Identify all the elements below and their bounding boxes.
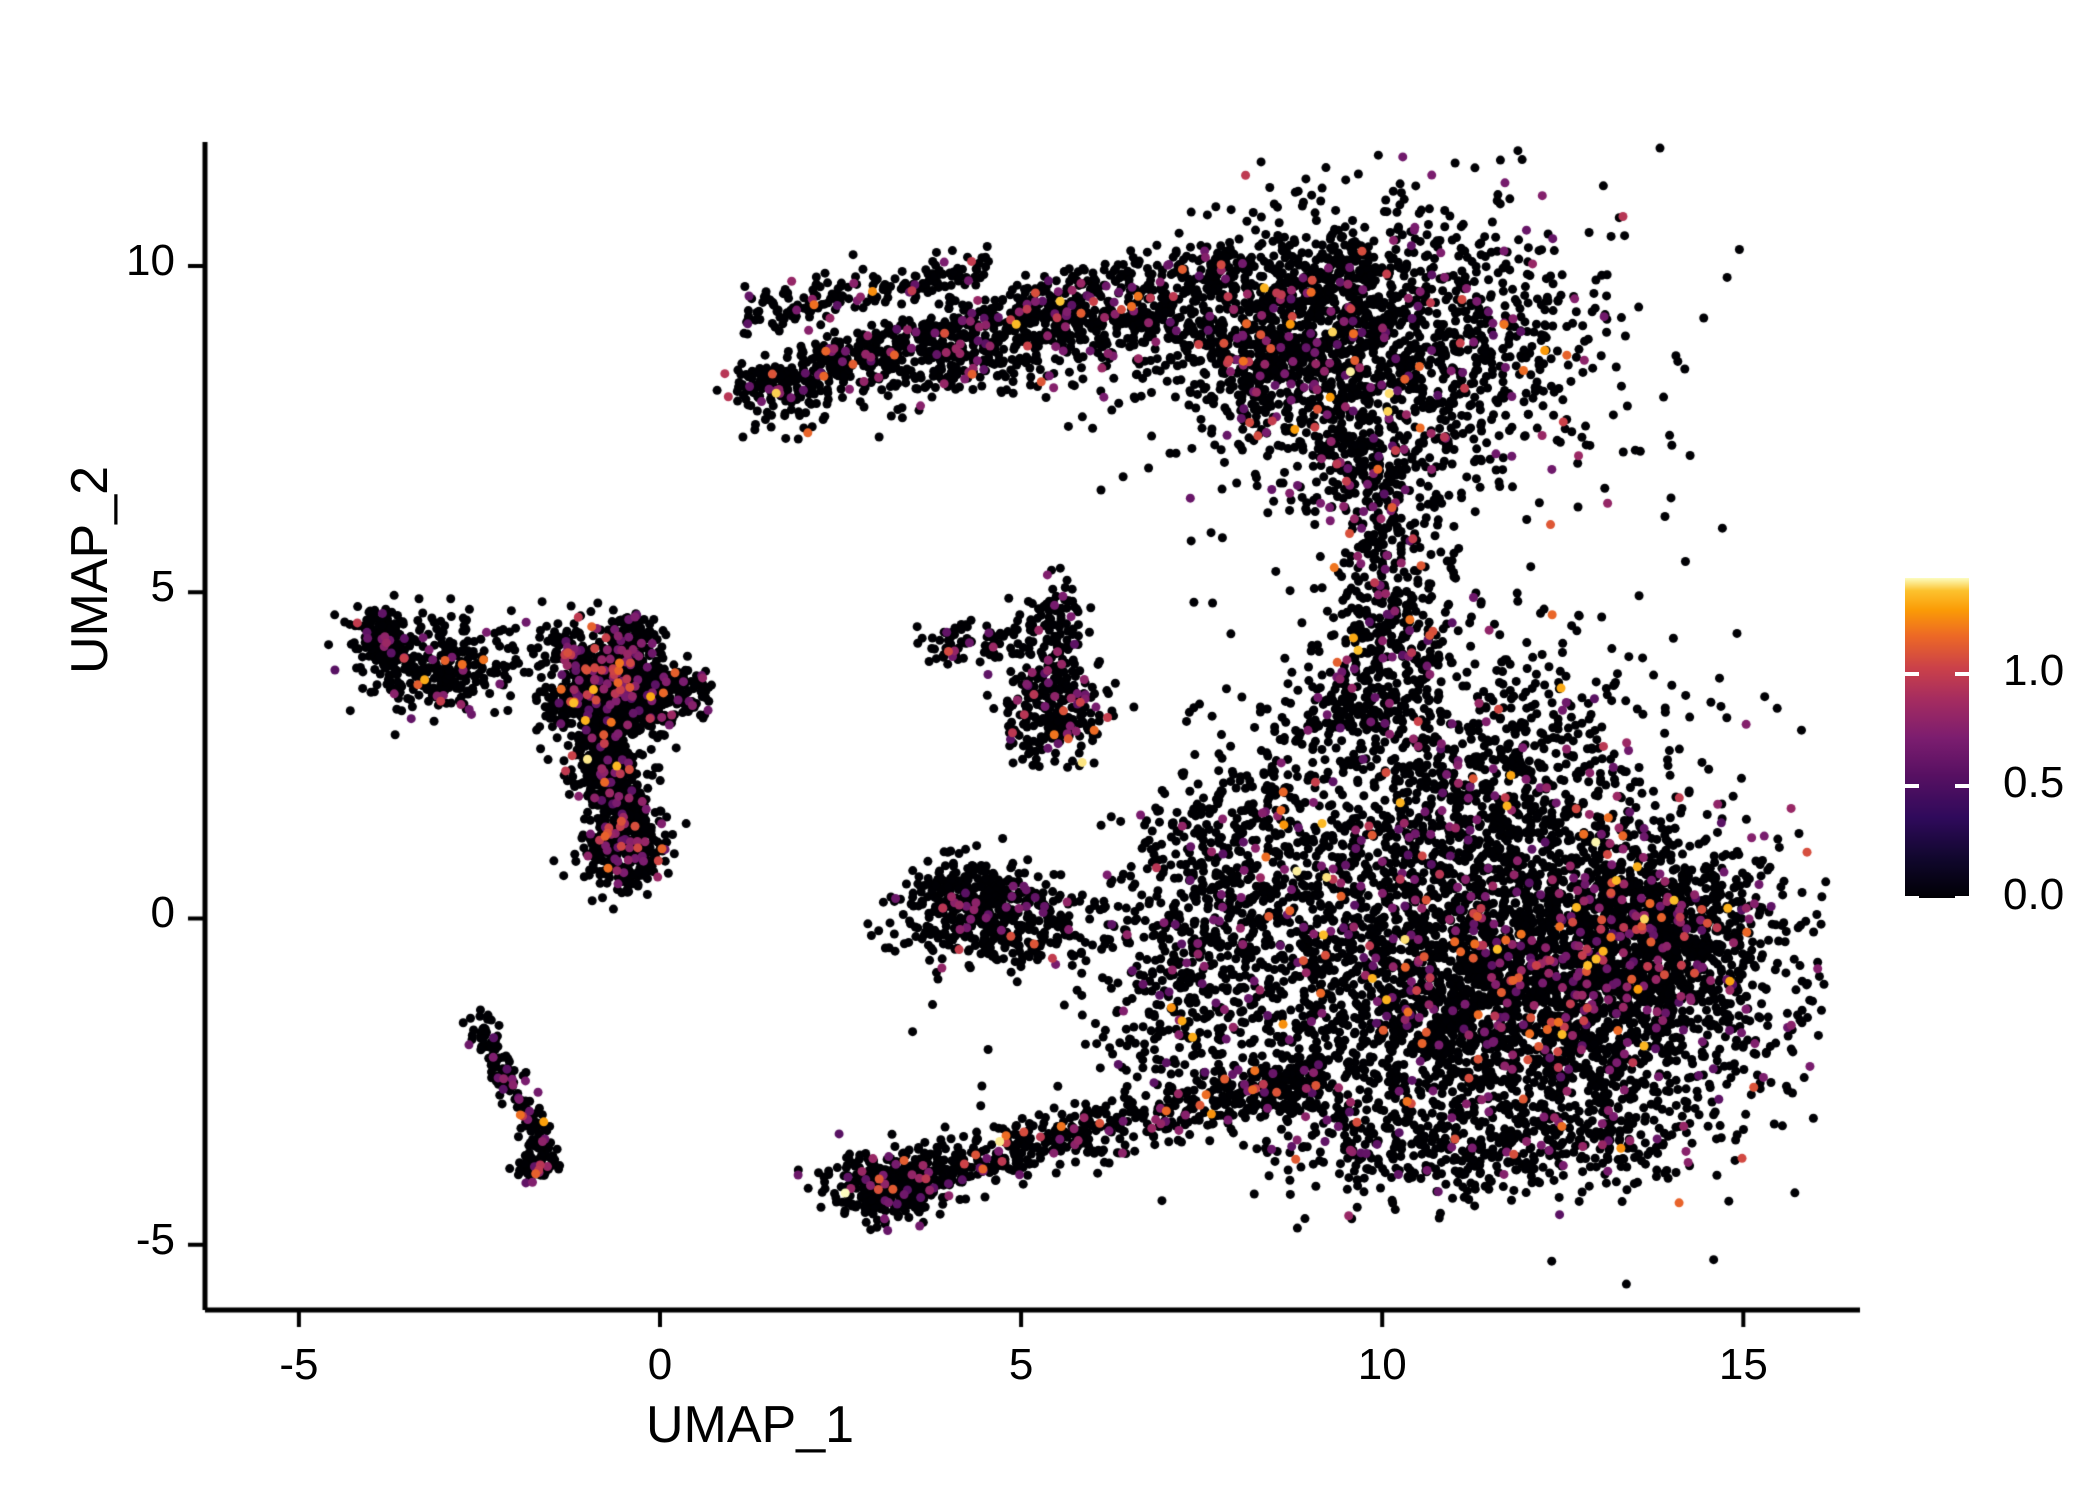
colorbar-tick-label: 0.0 xyxy=(2003,870,2065,919)
colorbar-tick-05 xyxy=(1905,784,1919,789)
y-tick-label: 0 xyxy=(150,888,175,938)
x-axis-title: UMAP_1 xyxy=(645,1396,855,1454)
x-tick-label: 0 xyxy=(647,1340,673,1389)
y-tick-label: 10 xyxy=(126,235,175,285)
colorbar-tick-right xyxy=(1955,784,1969,789)
colorbar-tick-1 xyxy=(1905,672,1919,677)
x-tick-label: 5 xyxy=(1008,1340,1034,1389)
x-tick-label: -5 xyxy=(279,1340,319,1389)
colorbar-tick-0 xyxy=(1905,896,1919,900)
colorbar-tick-label: 0.5 xyxy=(2003,758,2065,808)
colorbar-tick-right xyxy=(1955,672,1969,677)
y-tick-label: -5 xyxy=(135,1214,175,1264)
colorbar-tick-right xyxy=(1955,896,1969,900)
colorbar-legend xyxy=(1905,578,1969,900)
x-tick-label: 15 xyxy=(1718,1340,1768,1389)
y-tick-label: 5 xyxy=(150,562,175,612)
y-axis-title: UMAP_2 xyxy=(61,465,119,675)
colorbar-tick-label: 1.0 xyxy=(2003,646,2065,696)
x-tick-label: 10 xyxy=(1357,1340,1407,1389)
